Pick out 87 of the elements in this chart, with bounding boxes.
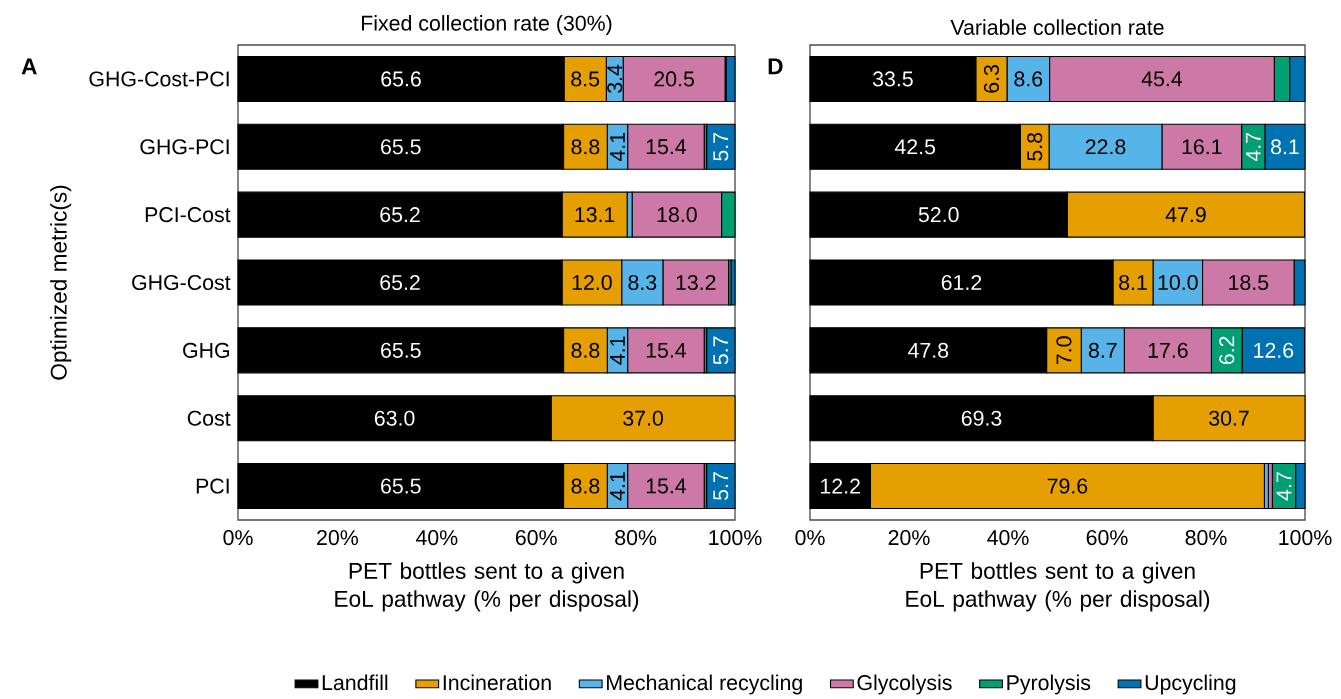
data-label: 3.4 — [607, 64, 623, 93]
data-label: 65.5 — [381, 139, 421, 155]
data-label: 15.4 — [646, 478, 687, 494]
data-label: 5.7 — [713, 472, 729, 501]
data-label: 65.5 — [381, 342, 421, 358]
x-tick-label: 60% — [1086, 530, 1128, 546]
data-label: 8.6 — [1014, 71, 1043, 87]
y-tick-label: PCI-Cost — [145, 207, 231, 223]
data-label: 4.1 — [610, 472, 625, 501]
data-label: 18.5 — [1229, 274, 1269, 291]
x-tick-label: 100% — [1279, 530, 1332, 546]
legend-label: Glycolysis — [857, 674, 952, 695]
data-label: 30.7 — [1209, 410, 1249, 426]
data-label: 69.3 — [961, 410, 1002, 426]
data-label: 65.6 — [381, 71, 421, 87]
data-label: 7.0 — [1056, 336, 1072, 365]
data-label: 6.2 — [1219, 336, 1235, 365]
data-label: 5.8 — [1027, 132, 1043, 161]
data-label: 16.1 — [1182, 139, 1222, 155]
data-label: 10.0 — [1158, 274, 1198, 291]
data-label: 4.1 — [610, 133, 625, 162]
x-tick-label: 40% — [415, 530, 458, 546]
y-tick-label: Cost — [187, 410, 231, 426]
data-label: 15.4 — [646, 139, 687, 155]
data-label: 5.7 — [713, 133, 729, 161]
data-label: 45.4 — [1141, 71, 1183, 87]
data-label: 79.6 — [1047, 478, 1088, 494]
data-label: 13.1 — [575, 207, 615, 223]
data-label: 8.7 — [1088, 342, 1117, 358]
data-label: 20.5 — [654, 71, 694, 87]
data-label: 65.2 — [380, 207, 420, 223]
data-label: 4.7 — [1276, 472, 1292, 501]
data-label: 8.1 — [1271, 139, 1299, 155]
y-tick-label: GHG-Cost-PCI — [89, 71, 229, 87]
data-label: 4.7 — [1245, 133, 1261, 162]
data-label: 12.6 — [1254, 342, 1294, 358]
data-label: 12.2 — [821, 478, 860, 494]
text: A — [21, 58, 37, 75]
data-label: 18.0 — [657, 207, 697, 223]
y-tick-label: GHG-PCI — [140, 139, 229, 155]
data-label: 33.5 — [872, 71, 913, 87]
legend-label: Mechanical recycling — [607, 674, 802, 695]
chart-title: Variable collection rate — [950, 19, 1164, 35]
data-label: 8.1 — [1119, 274, 1147, 291]
data-label: 47.9 — [1165, 207, 1206, 223]
data-label: 15.4 — [646, 342, 687, 358]
data-label: 12.0 — [572, 274, 612, 291]
data-label: 47.8 — [908, 342, 949, 358]
data-label: 8.8 — [571, 342, 600, 358]
legend-label: Landfill — [322, 674, 388, 691]
x-axis-title: PET bottles sent to a given EoL pathway (% per disposal) — [335, 562, 639, 612]
data-label: 52.0 — [918, 207, 959, 223]
text: D — [768, 58, 783, 75]
data-label: 8.5 — [571, 71, 600, 87]
data-label: 4.1 — [610, 336, 625, 365]
y-tick-label: GHG — [183, 342, 230, 358]
data-label: 8.3 — [628, 274, 657, 291]
x-tick-label: 80% — [1185, 530, 1227, 546]
data-label: 65.2 — [380, 274, 420, 291]
x-tick-label: 80% — [615, 530, 657, 546]
data-label: 5.7 — [713, 336, 729, 365]
data-label: 13.2 — [676, 274, 716, 291]
data-label: 65.5 — [381, 478, 421, 494]
x-tick-label: 0% — [223, 530, 253, 546]
legend-label: Upcycling — [1145, 674, 1236, 695]
data-label: 63.0 — [374, 410, 415, 426]
x-tick-label: 20% — [317, 530, 358, 546]
x-axis-title: PET bottles sent to a given EoL pathway (% per disposal) — [906, 562, 1210, 612]
y-tick-label: PCI — [196, 478, 229, 494]
data-label: 17.6 — [1148, 342, 1188, 358]
data-label: 22.8 — [1085, 139, 1126, 155]
data-label: 6.3 — [983, 65, 999, 93]
data-label: 61.2 — [941, 274, 982, 291]
x-tick-label: 100% — [709, 530, 762, 546]
x-tick-label: 0% — [795, 530, 825, 546]
chart-title: Fixed collection rate (30%) — [361, 15, 612, 35]
y-tick-label: GHG-Cost — [132, 274, 231, 291]
x-tick-label: 40% — [987, 530, 1029, 546]
legend-label: Pyrolysis — [1007, 674, 1091, 695]
data-label: 8.8 — [571, 139, 600, 155]
y-axis-title: Optimized metric(s) — [50, 185, 72, 380]
data-label: 42.5 — [894, 139, 936, 155]
x-tick-label: 20% — [888, 530, 930, 546]
x-tick-label: 60% — [515, 530, 557, 546]
data-label: 37.0 — [623, 410, 663, 426]
data-label: 8.8 — [571, 478, 600, 494]
legend-label: Incineration — [443, 674, 551, 691]
